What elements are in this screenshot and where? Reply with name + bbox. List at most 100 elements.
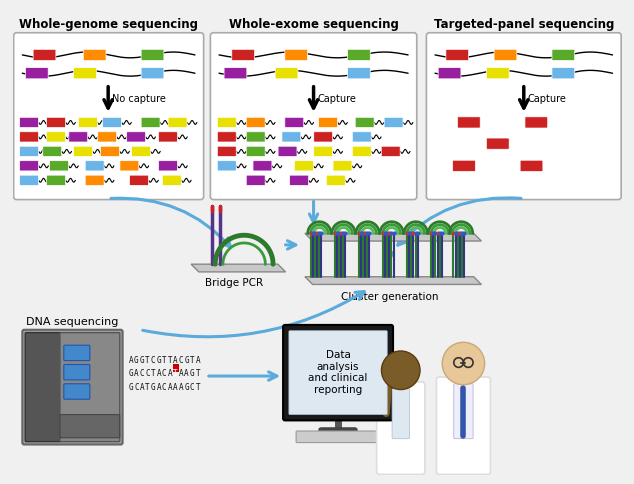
FancyBboxPatch shape — [141, 68, 164, 79]
Text: T: T — [195, 369, 200, 378]
Text: T: T — [195, 383, 200, 392]
FancyBboxPatch shape — [327, 175, 345, 185]
FancyBboxPatch shape — [168, 117, 187, 127]
FancyBboxPatch shape — [314, 146, 333, 156]
FancyBboxPatch shape — [438, 68, 461, 79]
FancyBboxPatch shape — [246, 117, 265, 127]
FancyBboxPatch shape — [120, 161, 139, 171]
Text: No capture: No capture — [112, 94, 166, 104]
FancyBboxPatch shape — [353, 132, 372, 142]
Polygon shape — [305, 233, 481, 241]
Text: T: T — [190, 356, 195, 365]
FancyBboxPatch shape — [20, 175, 39, 185]
Text: Capture: Capture — [318, 94, 356, 104]
FancyBboxPatch shape — [172, 363, 179, 372]
FancyBboxPatch shape — [381, 146, 400, 156]
Text: A: A — [167, 383, 172, 392]
Text: A: A — [184, 369, 189, 378]
Text: C: C — [162, 369, 167, 378]
FancyBboxPatch shape — [127, 132, 146, 142]
FancyBboxPatch shape — [42, 146, 61, 156]
FancyBboxPatch shape — [285, 117, 304, 127]
FancyBboxPatch shape — [85, 161, 104, 171]
Text: T: T — [167, 356, 172, 365]
FancyBboxPatch shape — [217, 132, 236, 142]
Text: C: C — [151, 356, 155, 365]
FancyBboxPatch shape — [355, 117, 374, 127]
Text: C: C — [179, 356, 183, 365]
Text: A: A — [179, 369, 183, 378]
FancyBboxPatch shape — [141, 117, 160, 127]
FancyBboxPatch shape — [384, 117, 403, 127]
Text: T: T — [145, 383, 150, 392]
Polygon shape — [191, 264, 285, 272]
Text: C: C — [145, 369, 150, 378]
FancyBboxPatch shape — [275, 68, 298, 79]
FancyBboxPatch shape — [162, 175, 181, 185]
FancyBboxPatch shape — [246, 132, 265, 142]
FancyBboxPatch shape — [318, 117, 337, 127]
FancyBboxPatch shape — [333, 161, 352, 171]
FancyBboxPatch shape — [224, 68, 247, 79]
Text: A: A — [179, 383, 183, 392]
FancyBboxPatch shape — [525, 117, 548, 128]
FancyBboxPatch shape — [25, 333, 61, 441]
FancyBboxPatch shape — [158, 132, 178, 142]
FancyBboxPatch shape — [232, 49, 254, 60]
Text: A: A — [167, 369, 172, 378]
FancyBboxPatch shape — [246, 146, 265, 156]
FancyBboxPatch shape — [20, 146, 39, 156]
Text: G: G — [129, 383, 133, 392]
FancyBboxPatch shape — [49, 161, 68, 171]
FancyBboxPatch shape — [129, 175, 148, 185]
FancyBboxPatch shape — [217, 117, 236, 127]
FancyBboxPatch shape — [253, 161, 272, 171]
Text: A: A — [157, 369, 161, 378]
FancyBboxPatch shape — [25, 68, 48, 79]
Text: G: G — [151, 383, 155, 392]
FancyBboxPatch shape — [552, 68, 574, 79]
FancyBboxPatch shape — [552, 49, 574, 60]
Text: T: T — [162, 356, 167, 365]
FancyBboxPatch shape — [14, 33, 204, 199]
Text: C: C — [134, 383, 139, 392]
FancyBboxPatch shape — [20, 117, 39, 127]
Text: A: A — [129, 356, 133, 365]
FancyBboxPatch shape — [64, 345, 90, 361]
FancyBboxPatch shape — [285, 49, 307, 60]
FancyBboxPatch shape — [98, 132, 117, 142]
FancyBboxPatch shape — [79, 117, 98, 127]
FancyBboxPatch shape — [101, 146, 120, 156]
Text: DNA sequencing: DNA sequencing — [26, 317, 119, 327]
FancyBboxPatch shape — [392, 389, 410, 439]
Circle shape — [382, 351, 420, 390]
FancyBboxPatch shape — [22, 330, 122, 444]
FancyBboxPatch shape — [347, 68, 370, 79]
FancyBboxPatch shape — [69, 132, 87, 142]
Polygon shape — [305, 277, 481, 285]
FancyBboxPatch shape — [217, 146, 236, 156]
Text: G: G — [190, 369, 195, 378]
FancyBboxPatch shape — [103, 117, 122, 127]
FancyBboxPatch shape — [60, 333, 120, 441]
FancyBboxPatch shape — [520, 160, 543, 171]
Text: A: A — [157, 383, 161, 392]
FancyBboxPatch shape — [83, 49, 106, 60]
FancyBboxPatch shape — [158, 161, 178, 171]
FancyBboxPatch shape — [60, 415, 120, 438]
Text: T: T — [173, 369, 178, 378]
FancyBboxPatch shape — [47, 117, 65, 127]
FancyBboxPatch shape — [20, 132, 39, 142]
FancyBboxPatch shape — [282, 132, 301, 142]
Text: Whole-genome sequencing: Whole-genome sequencing — [19, 18, 198, 31]
FancyBboxPatch shape — [296, 431, 380, 442]
Text: Capture: Capture — [527, 94, 567, 104]
Text: Targeted-panel sequencing: Targeted-panel sequencing — [434, 18, 614, 31]
FancyBboxPatch shape — [486, 68, 509, 79]
Text: G: G — [184, 383, 189, 392]
Text: T: T — [145, 356, 150, 365]
Text: G: G — [139, 356, 144, 365]
Text: C: C — [190, 383, 195, 392]
Text: C: C — [139, 369, 144, 378]
FancyBboxPatch shape — [20, 161, 39, 171]
